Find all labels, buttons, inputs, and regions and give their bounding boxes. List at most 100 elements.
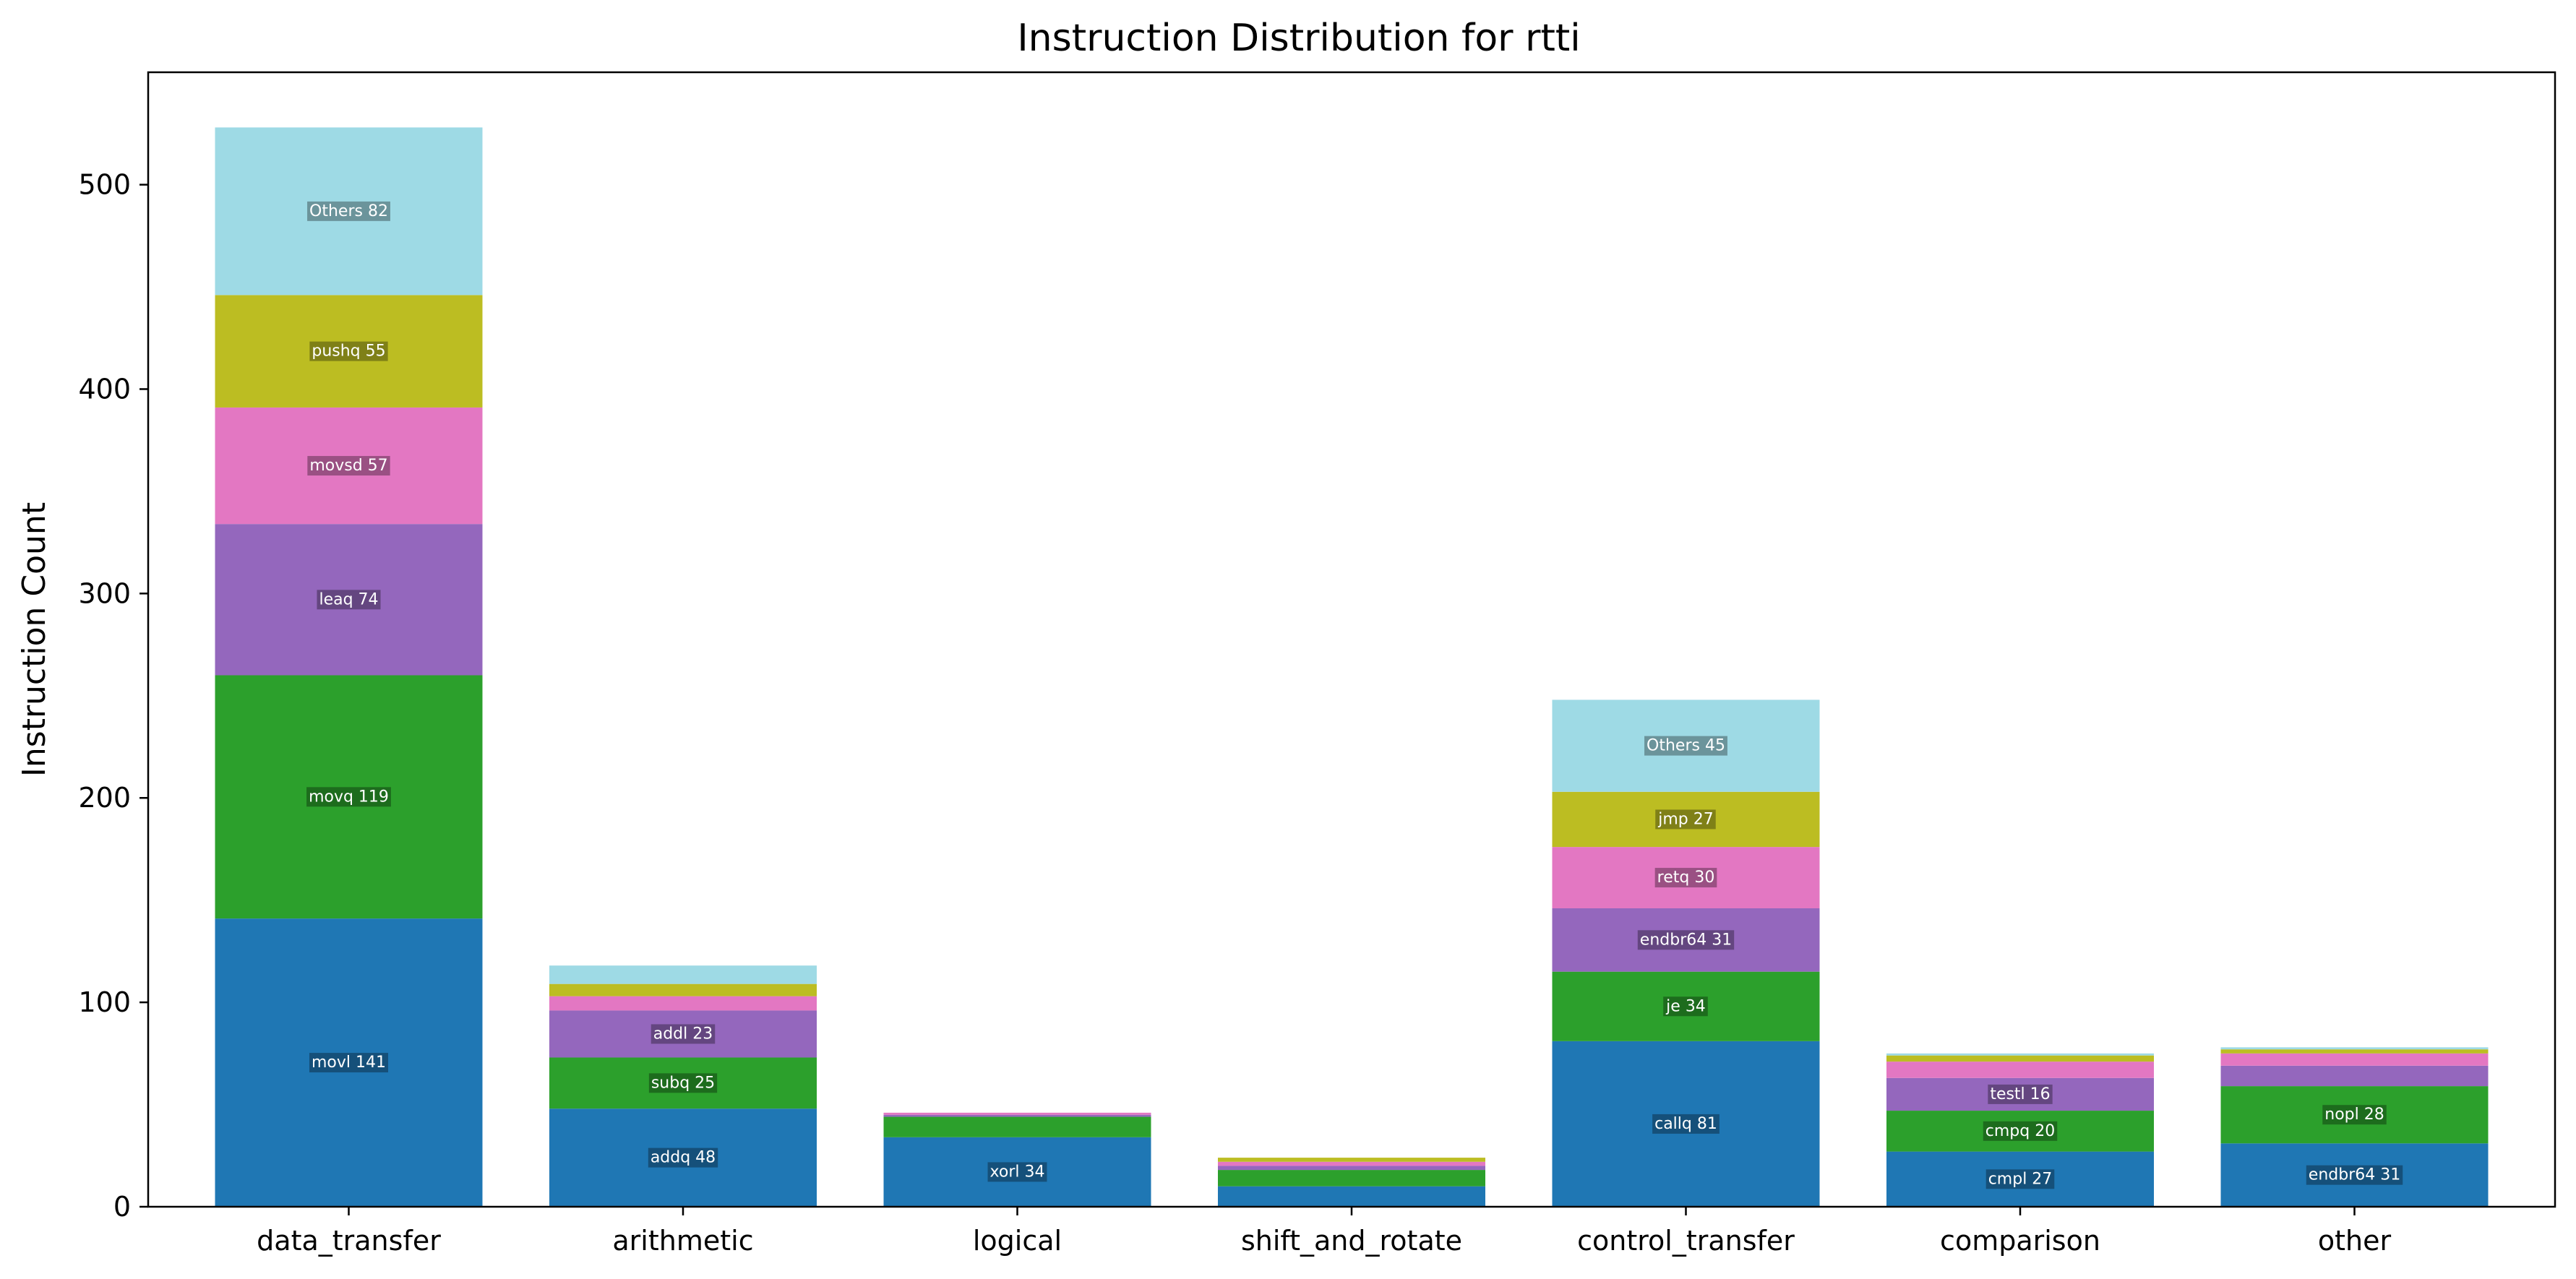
segment-label-data_transfer-2: leaq 74	[317, 590, 381, 610]
bar-segment-data_transfer-movl	[215, 918, 483, 1207]
segment-label-text: je 34	[1665, 997, 1706, 1015]
bar-segment-logical-xorl	[883, 1137, 1151, 1207]
segment-label-control_transfer-2: endbr64 31	[1637, 930, 1735, 950]
segment-label-arithmetic-2: addl 23	[651, 1024, 716, 1044]
y-tick-label: 400	[78, 373, 131, 405]
segment-label-bg	[651, 1024, 716, 1044]
segment-label-bg	[1988, 1084, 2053, 1104]
bar-stack-other: endbr64 31 nopl 28	[2220, 1047, 2489, 1207]
segment-label-data_transfer-3: movsd 57	[307, 456, 390, 476]
bar-segment-comparison-layer-4	[1886, 1055, 2154, 1062]
segment-label-text: endbr64 31	[1640, 931, 1732, 949]
segment-label-text: movq 119	[309, 788, 389, 806]
bar-stack-shift_and_rotate	[1218, 1158, 1485, 1207]
bar-segment-logical-layer-2	[883, 1114, 1151, 1117]
segment-label-text: subq 25	[651, 1074, 715, 1092]
segment-label-text: testl 16	[1990, 1085, 2050, 1103]
x-tick-label: other	[2318, 1225, 2392, 1257]
bar-segment-data_transfer-leaq	[215, 524, 483, 676]
segment-label-comparison-1: cmpq 20	[1983, 1121, 2058, 1141]
segment-label-bg	[2322, 1105, 2387, 1125]
bar-segment-comparison-cmpl	[1886, 1151, 2154, 1207]
segment-label-bg	[1985, 1169, 2055, 1189]
bars-layer: movl 141 movq 119 leaq 74 movsd 57 pushq 55 O…	[215, 127, 2489, 1207]
bar-segment-arithmetic-layer-4	[549, 983, 817, 996]
segment-label-text: Others 45	[1647, 737, 1725, 755]
segment-label-data_transfer-4: pushq 55	[309, 341, 388, 361]
segment-label-text: endbr64 31	[2309, 1166, 2400, 1184]
segment-label-comparison-0: cmpl 27	[1985, 1169, 2055, 1189]
segment-label-text: addl 23	[653, 1025, 713, 1043]
segment-label-text: nopl 28	[2324, 1106, 2384, 1124]
y-tick-label: 300	[78, 577, 131, 609]
segment-label-control_transfer-4: jmp 27	[1655, 809, 1716, 830]
bar-segment-shift_and_rotate-layer-3	[1218, 1161, 1485, 1166]
segment-label-bg	[648, 1147, 718, 1168]
segment-label-control_transfer-3: retq 30	[1654, 868, 1717, 888]
segment-label-text: pushq 55	[312, 343, 385, 361]
bar-segment-arithmetic-layer-3	[549, 996, 817, 1011]
segment-label-bg	[1983, 1121, 2058, 1141]
y-tick-label: 0	[113, 1191, 131, 1223]
segment-label-text: callq 81	[1654, 1115, 1717, 1133]
bar-segment-comparison-layer-5	[1886, 1053, 2154, 1056]
bar-segment-logical-layer-3	[883, 1112, 1151, 1115]
segment-label-text: cmpl 27	[1988, 1170, 2053, 1188]
segment-label-control_transfer-1: je 34	[1663, 996, 1708, 1017]
segment-label-control_transfer-5: Others 45	[1644, 736, 1727, 756]
segment-label-logical-0: xorl 34	[987, 1162, 1047, 1182]
bar-stack-data_transfer: movl 141 movq 119 leaq 74 movsd 57 pushq 55 O…	[215, 127, 483, 1207]
x-tick-label: control_transfer	[1577, 1225, 1795, 1257]
bar-segment-control_transfer-callq	[1552, 1041, 1820, 1207]
segment-label-bg	[306, 787, 391, 807]
bar-segment-shift_and_rotate-layer-1	[1218, 1170, 1485, 1187]
bar-segment-control_transfer-Others	[1552, 699, 1820, 792]
bar-segment-comparison-testl	[1886, 1077, 2154, 1111]
x-tick-label: comparison	[1940, 1225, 2100, 1257]
segment-label-bg	[987, 1162, 1047, 1182]
segment-label-bg	[1637, 930, 1735, 950]
segment-label-bg	[648, 1073, 718, 1093]
segment-label-bg	[309, 341, 388, 361]
segment-label-arithmetic-1: subq 25	[648, 1073, 718, 1093]
y-tick-label: 200	[78, 782, 131, 814]
segment-label-bg	[1655, 809, 1716, 830]
x-tick-label: data_transfer	[257, 1225, 441, 1257]
bar-segment-comparison-layer-3	[1886, 1061, 2154, 1078]
bar-segment-other-nopl	[2220, 1086, 2489, 1144]
segment-label-text: cmpq 20	[1985, 1122, 2055, 1140]
segment-label-comparison-2: testl 16	[1988, 1084, 2053, 1104]
bar-segment-control_transfer-endbr64	[1552, 908, 1820, 972]
segment-label-text: retq 30	[1657, 869, 1715, 887]
chart-title: Instruction Distribution for rtti	[1017, 17, 1580, 60]
bar-segment-control_transfer-retq	[1552, 847, 1820, 908]
y-tick-label: 100	[78, 986, 131, 1018]
segment-label-data_transfer-1: movq 119	[306, 787, 391, 807]
segment-label-other-1: nopl 28	[2322, 1105, 2387, 1125]
bar-stack-control_transfer: callq 81 je 34 endbr64 31 retq 30 jmp 27 Othe…	[1552, 699, 1820, 1207]
segment-label-bg	[317, 590, 381, 610]
bar-segment-control_transfer-je	[1552, 971, 1820, 1041]
segment-label-bg	[1652, 1114, 1720, 1134]
bar-segment-data_transfer-pushq	[215, 295, 483, 408]
bar-segment-shift_and_rotate-layer-2	[1218, 1166, 1485, 1171]
segment-label-bg	[1663, 996, 1708, 1017]
segment-label-text: Others 82	[309, 202, 388, 220]
segment-label-text: addq 48	[651, 1149, 716, 1167]
bar-segment-control_transfer-jmp	[1552, 791, 1820, 848]
segment-label-text: movl 141	[312, 1054, 386, 1072]
segment-label-bg	[1644, 736, 1727, 756]
bar-segment-data_transfer-movsd	[215, 407, 483, 525]
bar-segment-data_transfer-Others	[215, 127, 483, 296]
bar-segment-other-layer-2	[2220, 1065, 2489, 1087]
bar-segment-other-layer-4	[2220, 1049, 2489, 1054]
segment-label-data_transfer-5: Others 82	[307, 201, 390, 221]
segment-label-bg	[309, 1053, 389, 1073]
plot-frame	[147, 71, 2556, 1208]
y-tick-label: 500	[78, 169, 131, 201]
bar-segment-logical-layer-1	[883, 1116, 1151, 1137]
segment-label-bg	[1654, 868, 1717, 888]
segment-label-text: leaq 74	[319, 590, 378, 608]
bar-stack-logical: xorl 34	[883, 1112, 1151, 1207]
bar-segment-arithmetic-layer-5	[549, 965, 817, 984]
